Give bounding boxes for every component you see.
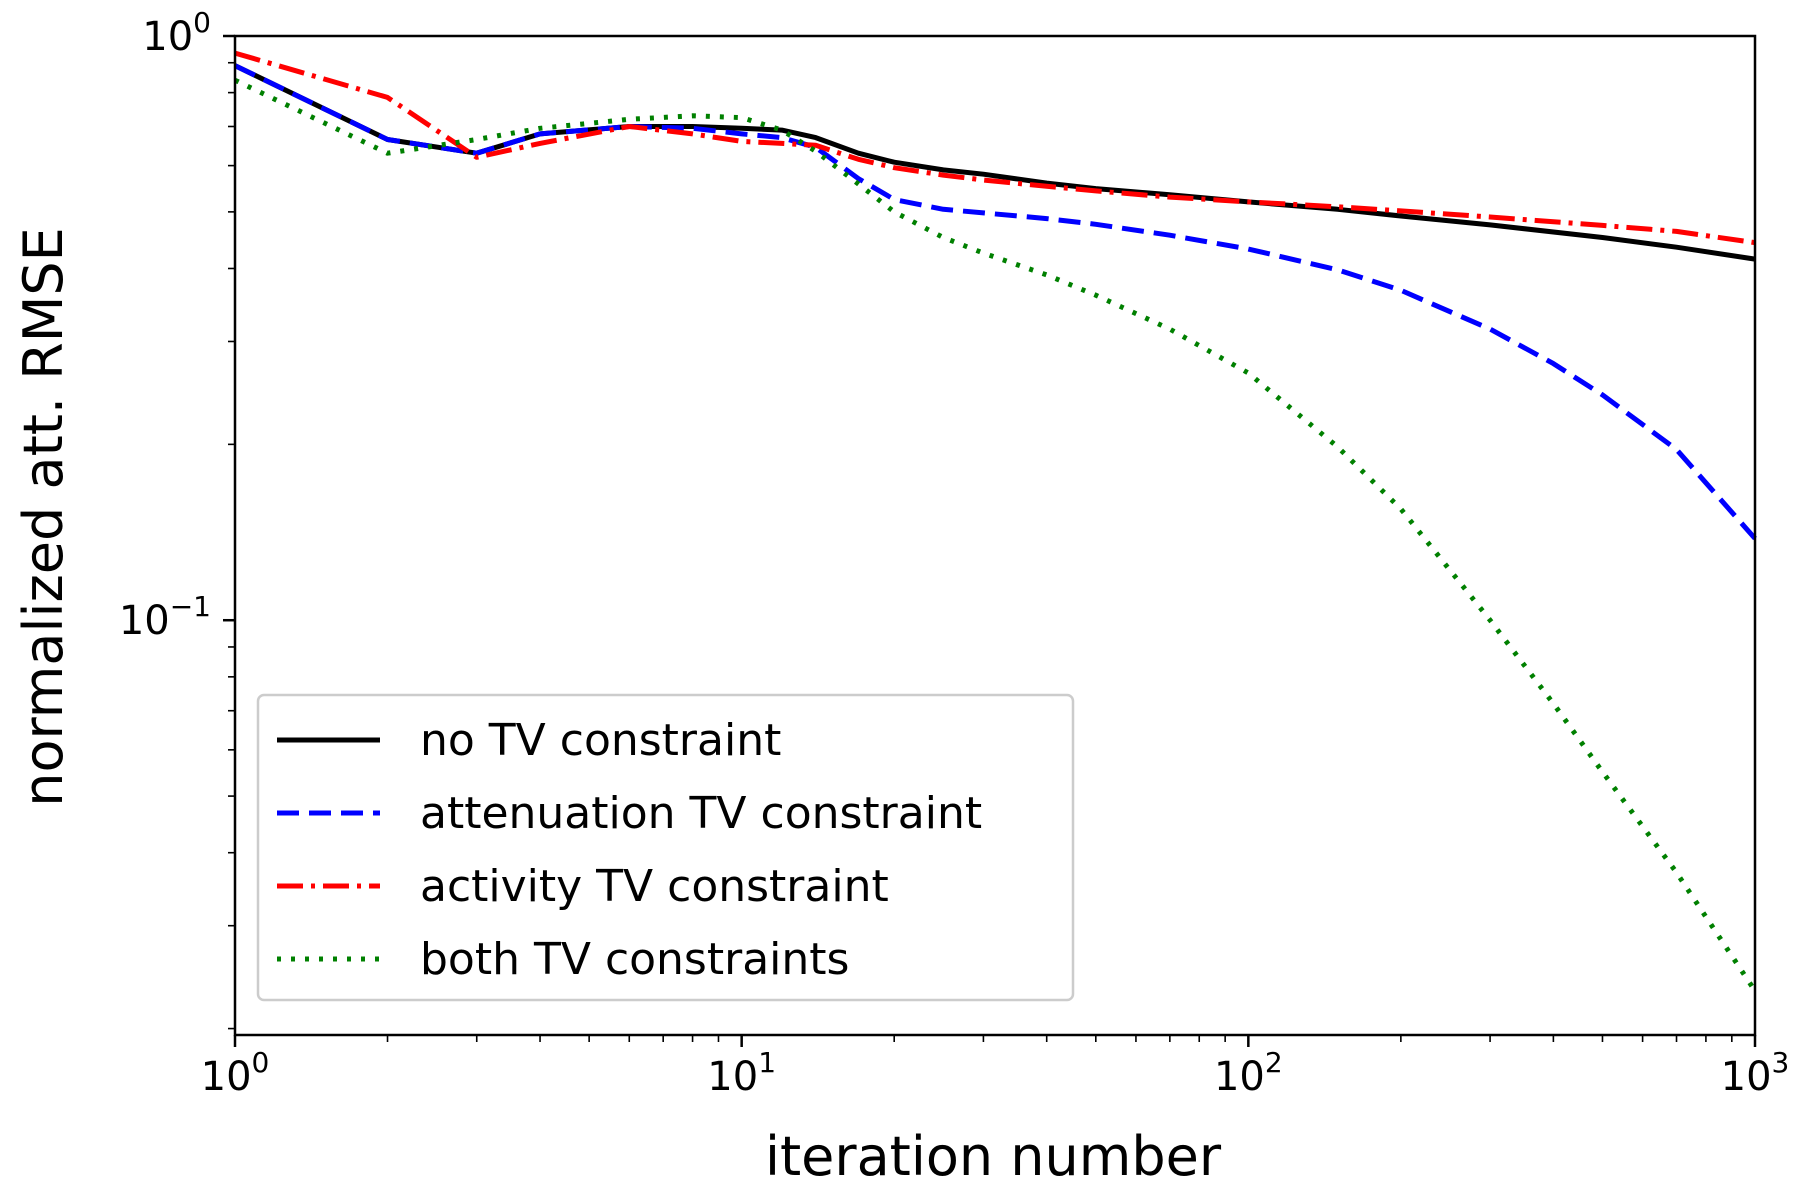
plot-series [233,50,1758,993]
plot-frame [233,34,1757,1037]
x-tick-label: 100 [201,1046,270,1100]
legend-box [256,693,1075,1002]
y-axis-ticks: 100 10−1 [119,6,235,1030]
series-line-2 [233,63,1757,541]
x-tick-label: 103 [1721,1046,1790,1100]
legend-label-4: both TV constraints [420,934,849,985]
series-line-3 [234,50,1756,246]
legend: no TV constraint attenuation TV constrain… [256,693,1075,1002]
legend-label-2: attenuation TV constraint [420,788,982,839]
legend-label-3: activity TV constraint [420,861,889,912]
y-tick-label: 100 [142,6,211,60]
y-axis-label: normalized att. RMSE [12,227,75,807]
series-line-1 [233,63,1756,262]
y-tick-label: 10−1 [119,590,211,644]
x-axis-label: iteration number [765,1125,1222,1188]
legend-label-1: no TV constraint [420,715,781,766]
x-axis-ticks: 100 101 102 103 [201,1035,1790,1100]
x-tick-label: 101 [707,1046,776,1100]
x-tick-label: 102 [1214,1046,1283,1100]
